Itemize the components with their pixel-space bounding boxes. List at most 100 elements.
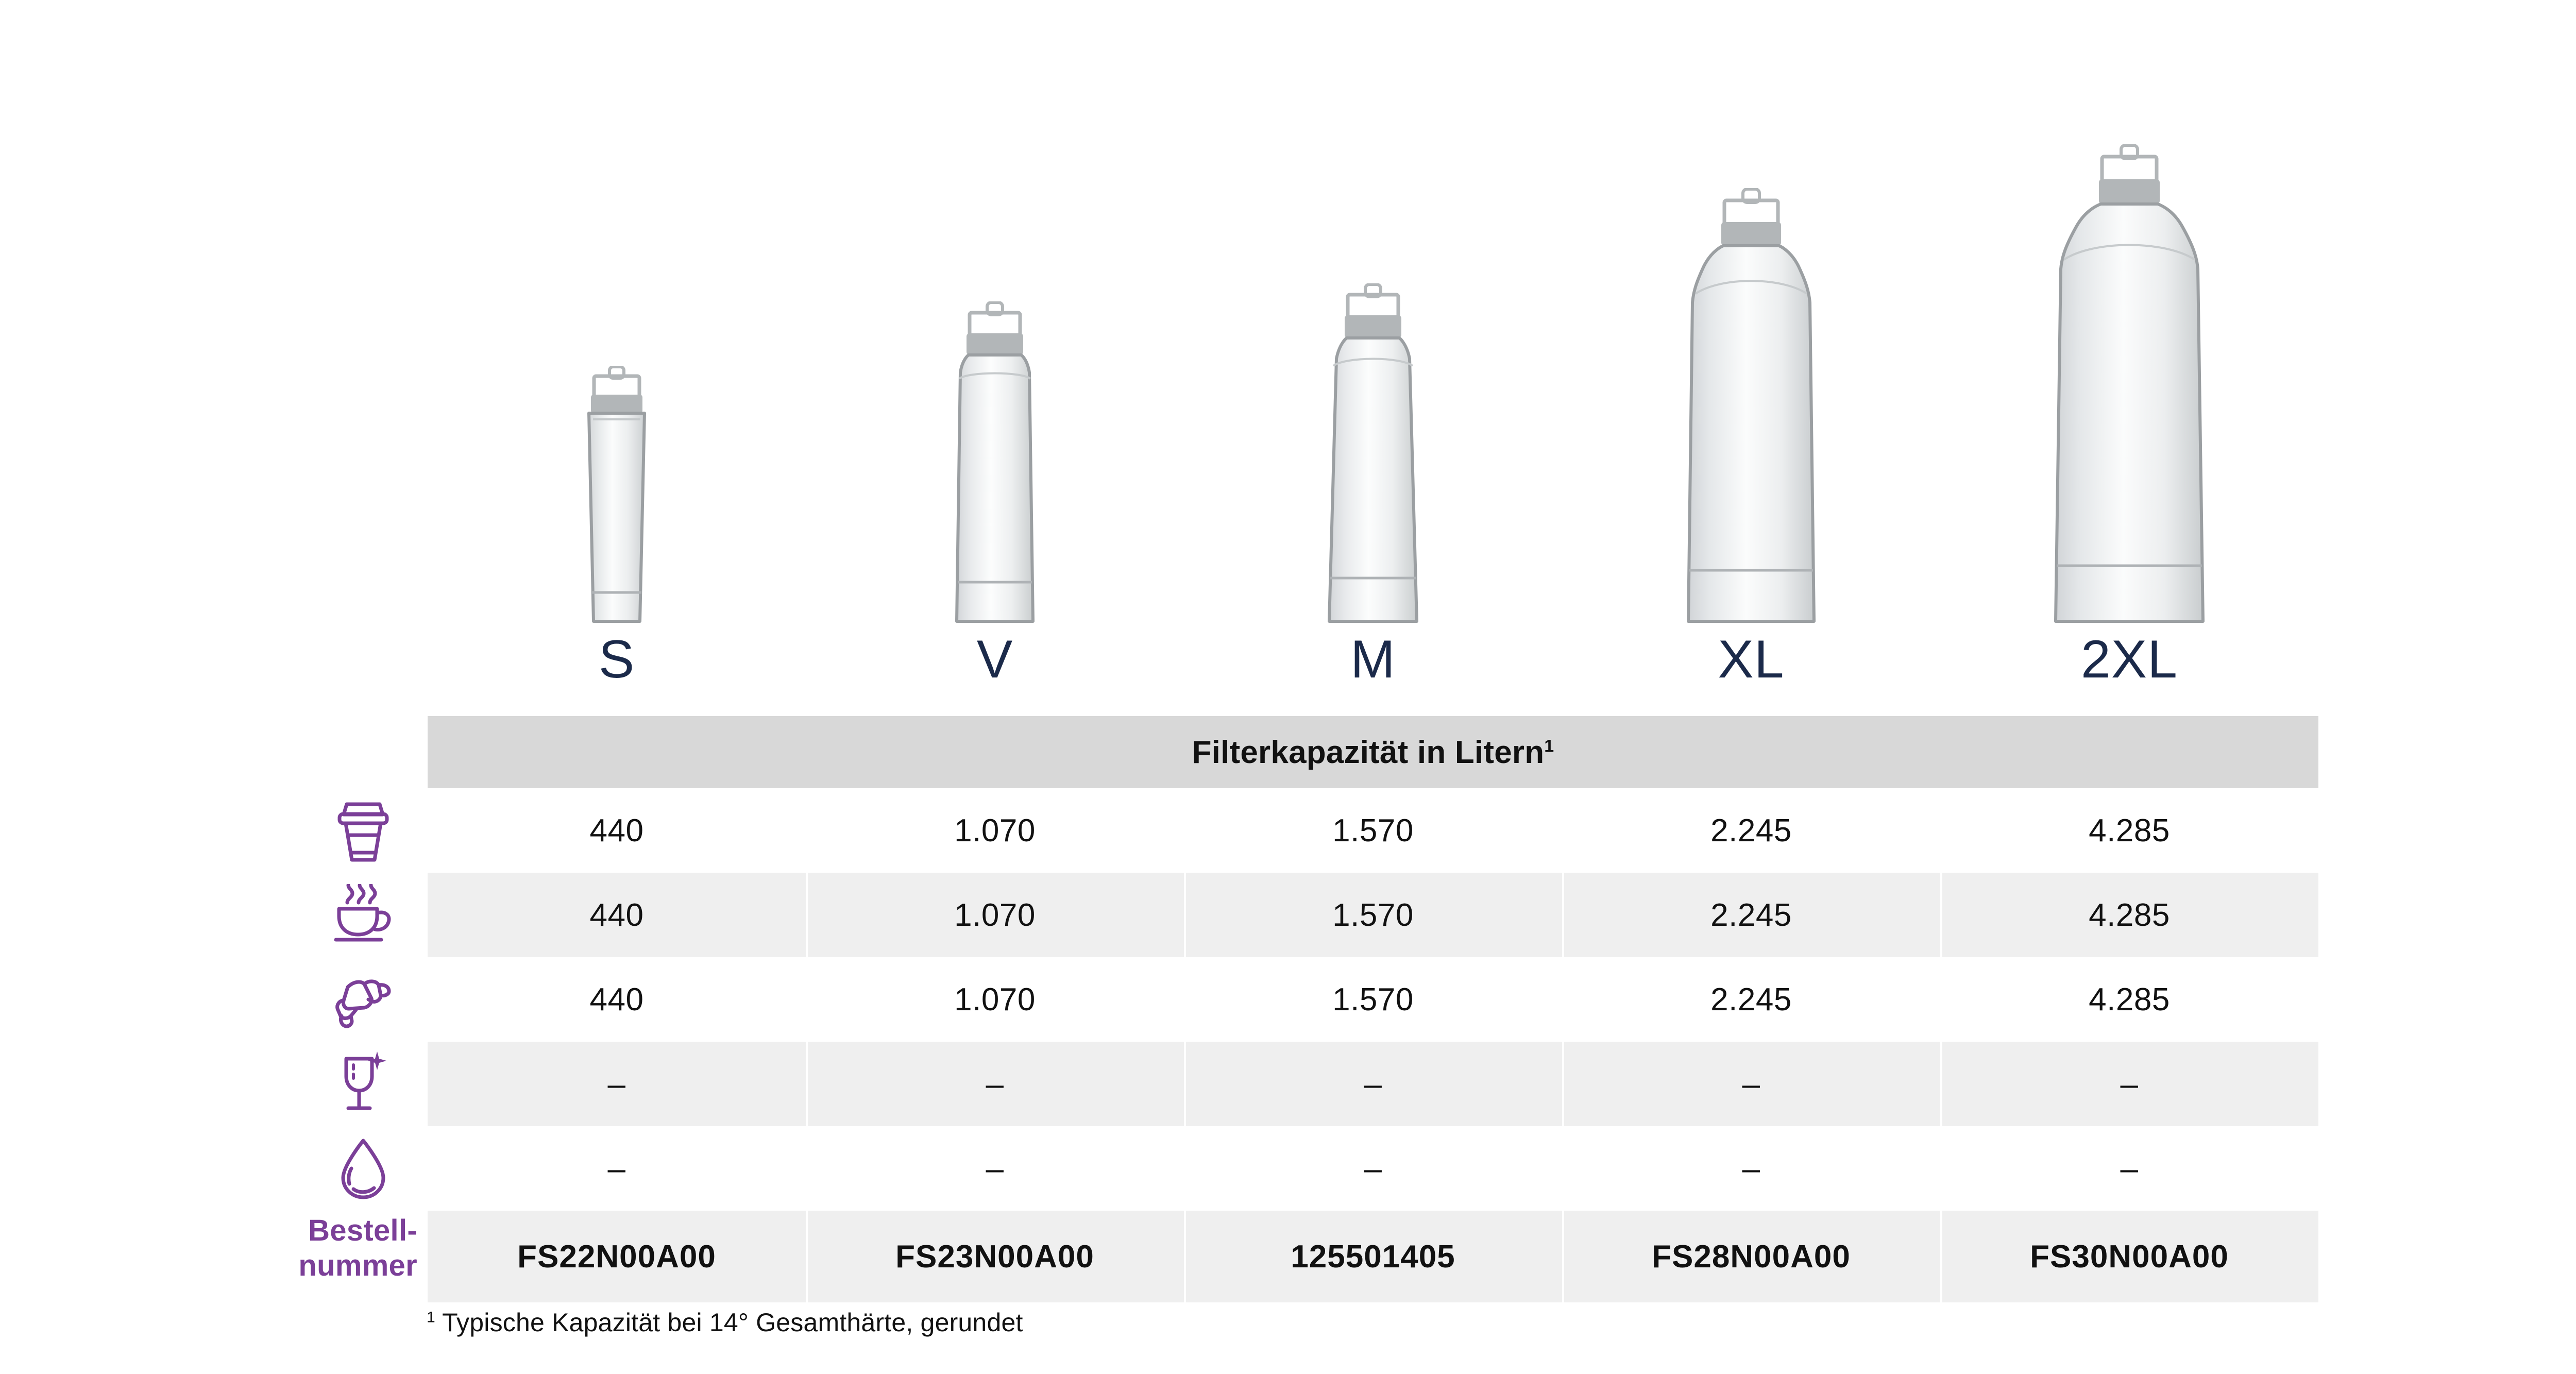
table-row: 440 1.070 1.570 2.245 4.285 xyxy=(428,873,2318,957)
cartridge-cell-2xl xyxy=(1940,93,2318,623)
table-cell: 2.245 xyxy=(1562,957,1940,1042)
sparkling-glass-icon xyxy=(309,1042,417,1126)
order-number-value: 125501405 xyxy=(1291,1239,1455,1275)
water-drop-icon xyxy=(309,1126,417,1211)
table-cell: 440 xyxy=(428,957,806,1042)
order-number-cell[interactable]: FS28N00A00 xyxy=(1562,1211,1940,1302)
cell-value: – xyxy=(607,1150,626,1186)
size-cell-4: 2XL xyxy=(1940,626,2318,693)
table-row: 440 1.070 1.570 2.245 4.285 xyxy=(428,788,2318,873)
table-header: Filterkapazität in Litern1 xyxy=(428,716,2318,788)
size-label-s: S xyxy=(598,630,635,689)
cell-value: 2.245 xyxy=(1710,981,1792,1017)
cell-value: 2.245 xyxy=(1710,812,1792,849)
table-header-text: Filterkapazität in Litern xyxy=(1192,734,1545,770)
table-cell: – xyxy=(1940,1126,2318,1211)
cell-value: – xyxy=(986,1066,1004,1102)
order-number-cell[interactable]: 125501405 xyxy=(1184,1211,1562,1302)
table-cell: 1.070 xyxy=(806,957,1184,1042)
size-label-xl: XL xyxy=(1718,630,1785,689)
cell-value: 4.285 xyxy=(2089,897,2170,933)
cell-value: 4.285 xyxy=(2089,981,2170,1017)
table-cell: – xyxy=(806,1042,1184,1126)
table-cell: 440 xyxy=(428,873,806,957)
water-filter-cartridge-s-icon xyxy=(578,366,656,623)
water-filter-cartridge-m-icon xyxy=(1318,283,1428,623)
order-number-value: FS23N00A00 xyxy=(895,1239,1094,1275)
cell-value: – xyxy=(607,1066,626,1102)
table-cell: – xyxy=(1940,1042,2318,1126)
table-cell: – xyxy=(1184,1042,1562,1126)
order-number-value: FS22N00A00 xyxy=(517,1239,716,1275)
water-filter-cartridge-xl-icon xyxy=(1680,188,1822,623)
cartridge-cell-s xyxy=(428,93,806,623)
table-cell: – xyxy=(1562,1042,1940,1126)
order-number-label-line1: Bestell- xyxy=(308,1214,417,1247)
table-cell: – xyxy=(1184,1126,1562,1211)
cell-value: 1.570 xyxy=(1332,981,1414,1017)
footnote: 1 Typische Kapazität bei 14° Gesamthärte… xyxy=(427,1308,1023,1337)
order-number-value: FS30N00A00 xyxy=(2030,1239,2229,1275)
footnote-text: Typische Kapazität bei 14° Gesamthärte, … xyxy=(435,1308,1023,1337)
table-cell: 1.570 xyxy=(1184,788,1562,873)
cartridge-illustration-row xyxy=(428,93,2318,623)
capacity-table: Filterkapazität in Litern1 440 1.070 1.5… xyxy=(428,716,2318,1302)
size-cell-3: XL xyxy=(1562,626,1940,693)
cell-value: – xyxy=(2120,1066,2139,1102)
table-cell: 1.070 xyxy=(806,873,1184,957)
cell-value: – xyxy=(986,1150,1004,1186)
cartridge-cell-xl xyxy=(1562,93,1940,623)
cell-value: 1.070 xyxy=(954,981,1036,1017)
cell-value: – xyxy=(1742,1150,1760,1186)
table-cell: 1.070 xyxy=(806,788,1184,873)
order-number-cell[interactable]: FS22N00A00 xyxy=(428,1211,806,1302)
water-filter-cartridge-v-icon xyxy=(948,301,1042,623)
cell-value: – xyxy=(1364,1150,1382,1186)
size-cell-2: M xyxy=(1184,626,1562,693)
cell-value: 1.070 xyxy=(954,812,1036,849)
size-cell-1: V xyxy=(806,626,1184,693)
table-cell: 2.245 xyxy=(1562,873,1940,957)
cell-value: 440 xyxy=(589,897,644,933)
cell-value: 1.070 xyxy=(954,897,1036,933)
to-go-cup-icon xyxy=(309,788,417,873)
cell-value: 1.570 xyxy=(1332,812,1414,849)
table-cell: – xyxy=(1562,1126,1940,1211)
table-row: – – – – – xyxy=(428,1126,2318,1211)
cartridge-cell-m xyxy=(1184,93,1562,623)
order-number-row: FS22N00A00 FS23N00A00 125501405 FS28N00A… xyxy=(428,1211,2318,1302)
cartridge-cell-v xyxy=(806,93,1184,623)
table-cell: 4.285 xyxy=(1940,788,2318,873)
table-cell: – xyxy=(428,1042,806,1126)
table-header-footnote-marker: 1 xyxy=(1544,736,1554,756)
size-label-v: V xyxy=(976,630,1013,689)
size-label-m: M xyxy=(1350,630,1396,689)
cell-value: – xyxy=(2120,1150,2139,1186)
croissant-icon xyxy=(309,957,417,1042)
order-number-label: Bestell- nummer xyxy=(242,1213,417,1284)
table-row: 440 1.070 1.570 2.245 4.285 xyxy=(428,957,2318,1042)
table-cell: – xyxy=(806,1126,1184,1211)
size-label-2xl: 2XL xyxy=(2080,630,2178,689)
size-label-row: S V M XL 2XL xyxy=(428,626,2318,693)
table-header-title: Filterkapazität in Litern1 xyxy=(1192,734,1554,771)
order-number-label-line2: nummer xyxy=(298,1249,417,1283)
table-cell: 4.285 xyxy=(1940,873,2318,957)
water-filter-cartridge-2xl-icon xyxy=(2047,144,2211,623)
cell-value: 1.570 xyxy=(1332,897,1414,933)
row-icon-gutter xyxy=(309,788,417,1211)
cell-value: 440 xyxy=(589,812,644,849)
table-cell: 4.285 xyxy=(1940,957,2318,1042)
table-cell: – xyxy=(428,1126,806,1211)
table-row: – – – – – xyxy=(428,1042,2318,1126)
footnote-marker: 1 xyxy=(427,1309,435,1326)
order-number-value: FS28N00A00 xyxy=(1652,1239,1851,1275)
hot-coffee-cup-icon xyxy=(309,873,417,957)
order-number-cell[interactable]: FS30N00A00 xyxy=(1940,1211,2318,1302)
cell-value: 2.245 xyxy=(1710,897,1792,933)
size-cell-0: S xyxy=(428,626,806,693)
cell-value: 440 xyxy=(589,981,644,1017)
order-number-cell[interactable]: FS23N00A00 xyxy=(806,1211,1184,1302)
cell-value: 4.285 xyxy=(2089,812,2170,849)
